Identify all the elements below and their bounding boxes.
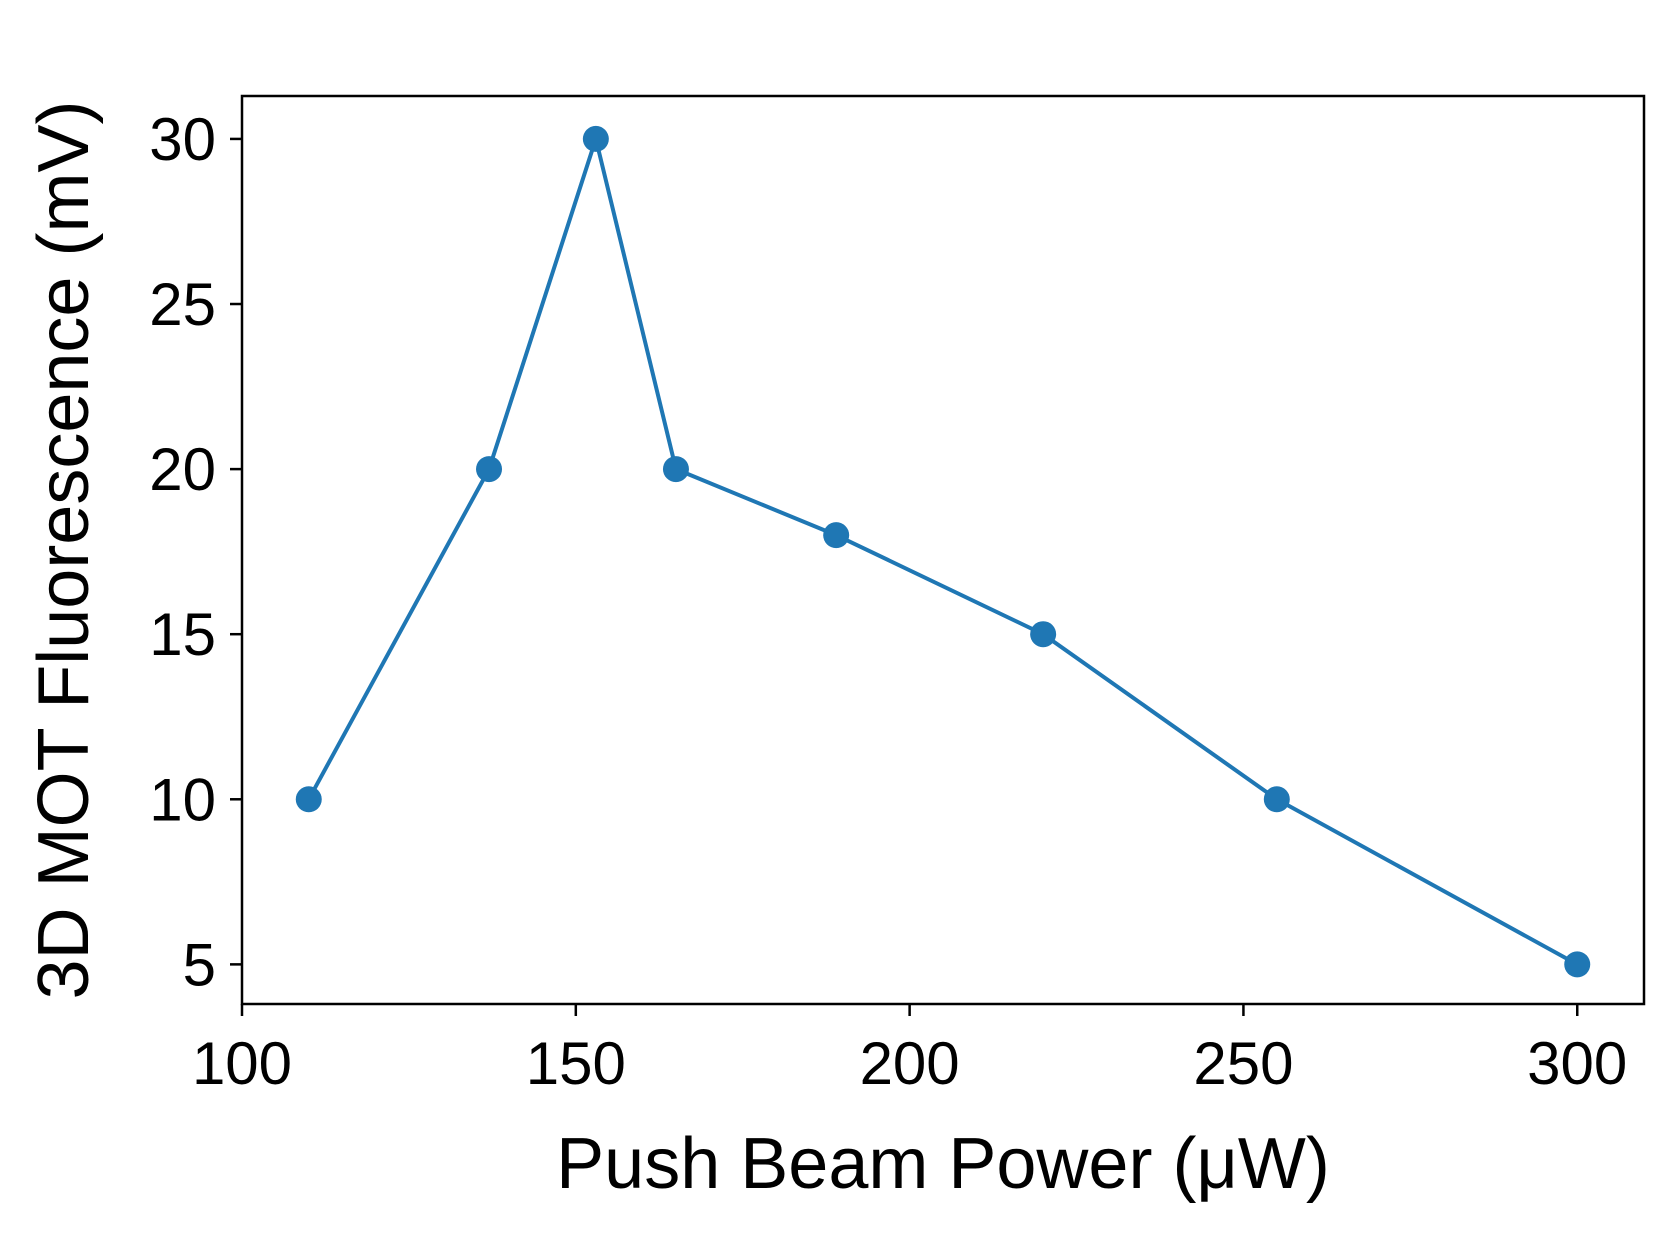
plot-area	[240, 94, 1646, 1006]
data-point	[662, 456, 689, 483]
y-tick-label: 10	[149, 766, 216, 833]
y-axis-ticks: 5 10 15 20 25 30	[149, 106, 242, 998]
x-tick-label: 200	[860, 1030, 960, 1097]
x-tick-label: 100	[192, 1030, 292, 1097]
data-point	[1263, 786, 1290, 813]
y-tick-label: 15	[149, 601, 216, 668]
x-axis-label: Push Beam Power (μW)	[556, 1124, 1330, 1204]
series-line	[307, 136, 1579, 967]
data-point	[1564, 951, 1591, 978]
y-tick-label: 5	[183, 931, 216, 998]
x-axis-ticks: 100 150 200 250 300	[192, 1004, 1627, 1097]
x-tick-label: 150	[526, 1030, 626, 1097]
data-point	[1030, 621, 1057, 648]
data-point	[476, 456, 503, 483]
y-tick-label: 30	[149, 106, 216, 173]
y-axis-label: 3D MOT Fluorescence (mV)	[24, 101, 104, 1000]
data-point	[823, 522, 850, 549]
data-point	[582, 125, 609, 152]
series-layer	[295, 125, 1591, 978]
x-tick-label: 250	[1193, 1030, 1293, 1097]
y-tick-label: 25	[149, 271, 216, 338]
y-tick-label: 20	[149, 436, 216, 503]
x-tick-label: 300	[1527, 1030, 1627, 1097]
data-point	[295, 786, 322, 813]
